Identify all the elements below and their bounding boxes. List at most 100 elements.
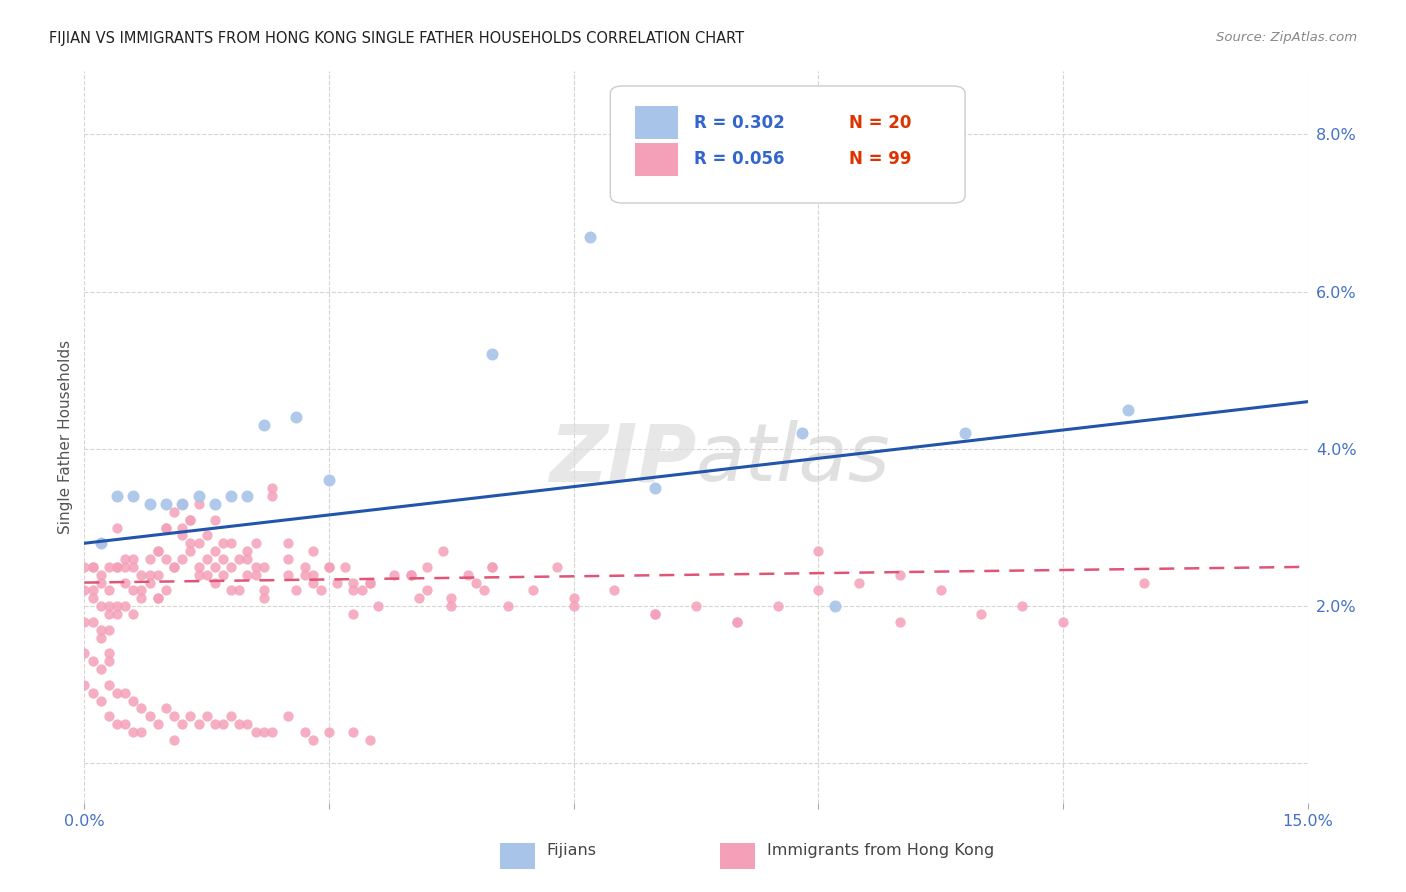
Point <box>790 426 813 441</box>
Text: Source: ZipAtlas.com: Source: ZipAtlas.com <box>1216 31 1357 45</box>
Point <box>82 591 104 606</box>
Point <box>114 717 136 731</box>
Point <box>889 615 911 629</box>
Point <box>359 732 381 747</box>
Point <box>236 489 259 503</box>
FancyBboxPatch shape <box>501 843 534 869</box>
Point <box>155 520 177 534</box>
Text: R = 0.056: R = 0.056 <box>693 150 785 168</box>
Point <box>97 599 120 614</box>
Point <box>685 599 707 614</box>
Point <box>1133 575 1156 590</box>
Point <box>228 552 250 566</box>
Point <box>73 583 96 598</box>
Point <box>90 662 112 676</box>
Point <box>114 686 136 700</box>
Point <box>253 591 276 606</box>
Point <box>481 559 503 574</box>
Point <box>277 567 299 582</box>
Point <box>253 418 276 433</box>
Point <box>498 599 520 614</box>
Point <box>359 575 381 590</box>
Point <box>195 709 218 723</box>
Point <box>122 725 145 739</box>
Point <box>82 686 104 700</box>
Point <box>138 575 160 590</box>
Point <box>335 559 357 574</box>
Point <box>481 559 503 574</box>
Point <box>342 725 364 739</box>
Point <box>245 559 267 574</box>
Point <box>97 678 120 692</box>
Point <box>644 607 666 621</box>
Point <box>464 575 486 590</box>
Point <box>90 536 112 550</box>
Point <box>187 489 209 503</box>
Point <box>105 559 128 574</box>
Text: R = 0.302: R = 0.302 <box>693 113 785 131</box>
Point <box>440 591 463 606</box>
Point <box>97 654 120 668</box>
Point <box>848 575 870 590</box>
Text: Fijians: Fijians <box>547 843 596 858</box>
Point <box>644 607 666 621</box>
Point <box>277 709 299 723</box>
Point <box>260 481 283 495</box>
Point <box>245 536 267 550</box>
Point <box>155 552 177 566</box>
Point <box>97 583 120 598</box>
Point <box>644 481 666 495</box>
Point <box>236 717 259 731</box>
Point <box>90 623 112 637</box>
Text: FIJIAN VS IMMIGRANTS FROM HONG KONG SINGLE FATHER HOUSEHOLDS CORRELATION CHART: FIJIAN VS IMMIGRANTS FROM HONG KONG SING… <box>49 31 744 46</box>
Point <box>163 559 186 574</box>
Point <box>807 544 830 558</box>
Point <box>131 701 153 715</box>
Point <box>73 559 96 574</box>
Point <box>97 646 120 660</box>
Point <box>163 732 186 747</box>
Point <box>146 591 169 606</box>
Point <box>122 552 145 566</box>
Point <box>301 575 323 590</box>
Point <box>82 559 104 574</box>
Point <box>245 725 267 739</box>
Point <box>122 489 145 503</box>
Point <box>546 559 568 574</box>
Point <box>146 591 169 606</box>
Point <box>131 725 153 739</box>
Point <box>285 583 308 598</box>
Point <box>172 497 194 511</box>
Point <box>195 552 218 566</box>
Point <box>179 544 201 558</box>
Point <box>172 717 194 731</box>
Point <box>179 513 201 527</box>
Point <box>90 599 112 614</box>
Point <box>219 709 242 723</box>
Point <box>138 567 160 582</box>
Point <box>367 599 389 614</box>
Point <box>562 591 585 606</box>
Point <box>138 552 160 566</box>
Point <box>131 583 153 598</box>
Point <box>212 536 235 550</box>
Point <box>187 559 209 574</box>
Point <box>457 567 479 582</box>
Point <box>766 599 789 614</box>
Point <box>824 599 846 614</box>
Point <box>277 536 299 550</box>
Point <box>236 552 259 566</box>
Point <box>90 631 112 645</box>
Point <box>245 567 267 582</box>
Point <box>212 567 235 582</box>
Point <box>146 567 169 582</box>
Point <box>155 520 177 534</box>
Point <box>408 591 430 606</box>
Point <box>219 536 242 550</box>
Point <box>970 607 993 621</box>
Point <box>155 497 177 511</box>
Text: atlas: atlas <box>696 420 891 498</box>
Point <box>90 567 112 582</box>
Point <box>163 505 186 519</box>
Point <box>155 701 177 715</box>
